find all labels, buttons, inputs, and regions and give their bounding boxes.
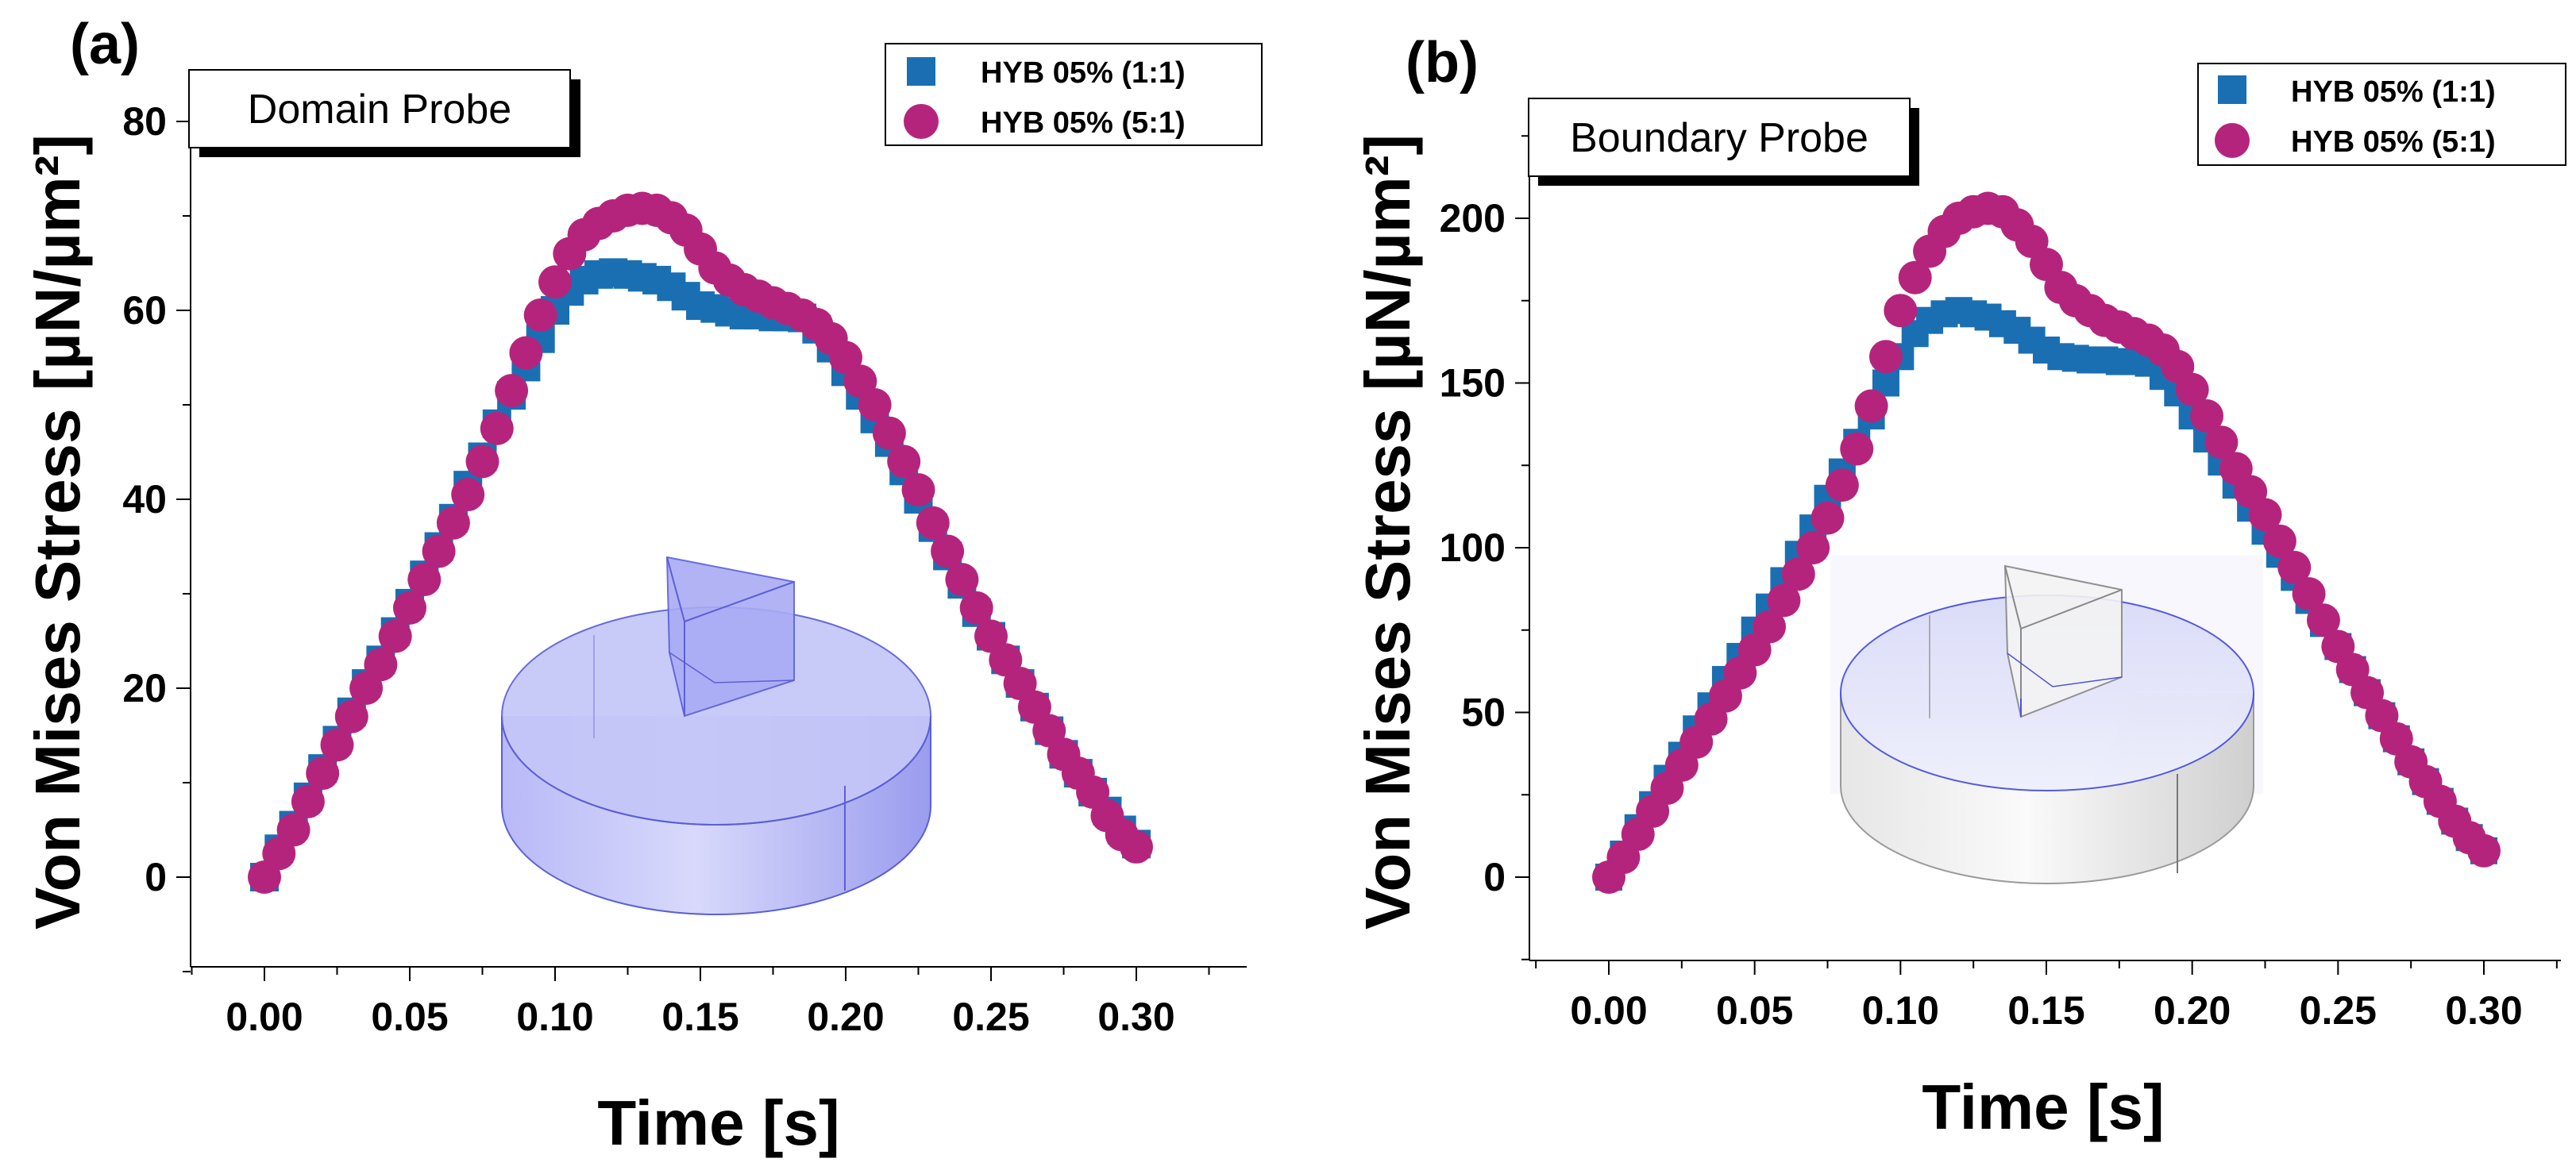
data-point-circle xyxy=(1796,531,1830,564)
x-tick-label: 0.05 xyxy=(1716,988,1793,1033)
y-axis-title-b: Von Mises Stress [µN/µm²] xyxy=(1352,134,1423,930)
legend-marker-circle-a xyxy=(904,104,939,139)
panel-label-b: (b) xyxy=(1406,31,1479,94)
x-tick-label: 0.25 xyxy=(952,995,1029,1039)
data-point-circle xyxy=(1868,340,1903,374)
data-point-circle xyxy=(901,473,935,507)
data-point-circle xyxy=(959,591,993,625)
cylinder-illustration-b xyxy=(1830,556,2263,884)
x-tick-label: 0.10 xyxy=(516,995,593,1039)
data-point-circle xyxy=(451,478,485,512)
data-point-circle xyxy=(538,265,572,299)
data-point-circle xyxy=(2467,833,2501,868)
x-tick-label: 0.05 xyxy=(371,995,448,1039)
y-tick-label: 150 xyxy=(1440,361,1506,406)
y-axis-title-a: Von Mises Stress [µN/µm²] xyxy=(22,134,93,930)
panel-b: (b) 0.00 0.05 0.10 0.15 0.20 0.25 0.30 0 50 100 1… xyxy=(1352,31,2566,1142)
probe-label-box-b xyxy=(1528,98,1911,177)
x-tick-label: 0.20 xyxy=(2154,988,2231,1033)
x-tick-label: 0.15 xyxy=(2007,988,2084,1033)
data-point-circle xyxy=(2292,577,2326,611)
legend-label-1-a: HYB 05% (1:1) xyxy=(981,56,1186,90)
data-point-circle xyxy=(364,648,398,682)
data-point-circle xyxy=(1753,610,1787,644)
data-point-circle xyxy=(1811,501,1845,535)
data-point-circle xyxy=(407,563,442,597)
legend-label-2-b: HYB 05% (5:1) xyxy=(2291,125,2496,159)
y-tick-label: 60 xyxy=(122,288,167,333)
legend-a xyxy=(885,43,1263,146)
x-axis-title-b: Time [s] xyxy=(1922,1072,2164,1142)
panel-label-a: (a) xyxy=(70,13,140,76)
legend-marker-square-a xyxy=(907,57,935,86)
x-tick-label: 0.25 xyxy=(2300,988,2377,1033)
y-tick-label: 80 xyxy=(122,99,167,144)
x-axis-title-a: Time [s] xyxy=(597,1087,839,1158)
data-point-circle xyxy=(887,445,921,479)
data-point-circle xyxy=(509,336,543,370)
data-point-circle xyxy=(2262,524,2296,558)
y-tick-label: 0 xyxy=(1483,855,1506,899)
data-point-circle xyxy=(320,728,354,762)
data-point-circle xyxy=(2204,425,2239,460)
data-point-circle xyxy=(291,784,325,818)
data-point-circle xyxy=(2175,372,2209,406)
data-point-circle xyxy=(1854,389,1888,423)
data-point-circle xyxy=(436,506,470,540)
data-point-circle xyxy=(1767,583,1801,618)
data-point-circle xyxy=(872,416,906,450)
y-tick-label: 0 xyxy=(145,855,167,899)
data-point-circle xyxy=(931,534,965,568)
data-point-circle xyxy=(1898,260,1932,294)
probe-label-a: Domain Probe xyxy=(248,87,511,133)
y-tick-label: 20 xyxy=(122,666,167,710)
x-tick-label: 0.30 xyxy=(1097,995,1174,1039)
data-point-circle xyxy=(2277,550,2312,584)
y-tick-label: 200 xyxy=(1440,196,1506,241)
x-tick-label: 0.30 xyxy=(2445,988,2522,1033)
data-point-circle xyxy=(1825,468,1859,502)
cylinder-illustration-a xyxy=(501,556,931,915)
data-point-circle xyxy=(465,445,499,479)
panel-a: (a) 0.00 0.05 0.10 0.15 0.20 0.25 0.30 0 20 40 60… xyxy=(22,13,1263,1158)
x-tick-label: 0.15 xyxy=(661,995,738,1039)
y-tick-label: 40 xyxy=(122,477,167,522)
legend-marker-circle-b xyxy=(2215,123,2250,158)
legend-b xyxy=(2197,63,2566,166)
x-tick-label: 0.10 xyxy=(1862,988,1939,1033)
data-point-circle xyxy=(393,591,426,625)
data-point-circle xyxy=(1781,557,1815,591)
data-point-circle xyxy=(2306,603,2340,637)
data-point-circle xyxy=(480,411,514,445)
data-point-circle xyxy=(1840,432,1874,466)
y-tick-label: 50 xyxy=(1461,691,1506,735)
data-point-circle xyxy=(2190,399,2224,433)
data-point-circle xyxy=(378,619,412,653)
legend-marker-square-b xyxy=(2218,75,2246,104)
data-point-circle xyxy=(858,388,892,421)
probe-label-box-a xyxy=(188,69,571,148)
data-point-circle xyxy=(306,756,340,791)
x-tick-label: 0.20 xyxy=(807,995,884,1039)
data-point-circle xyxy=(1120,829,1153,864)
legend-label-1-b: HYB 05% (1:1) xyxy=(2291,75,2496,109)
data-point-circle xyxy=(945,563,979,597)
data-point-circle xyxy=(523,298,557,332)
data-point-circle xyxy=(1884,294,1918,328)
y-tick-label: 100 xyxy=(1440,525,1506,570)
data-point-circle xyxy=(422,534,456,568)
x-tick-label: 0.00 xyxy=(1570,988,1647,1033)
data-point-circle xyxy=(334,699,368,733)
probe-label-b: Boundary Probe xyxy=(1570,115,1868,161)
data-point-circle xyxy=(495,374,529,408)
x-tick-label: 0.00 xyxy=(226,995,303,1039)
legend-label-2-a: HYB 05% (5:1) xyxy=(981,106,1186,140)
data-point-circle xyxy=(276,813,310,847)
data-point-circle xyxy=(2248,498,2282,532)
data-point-circle xyxy=(916,506,950,540)
